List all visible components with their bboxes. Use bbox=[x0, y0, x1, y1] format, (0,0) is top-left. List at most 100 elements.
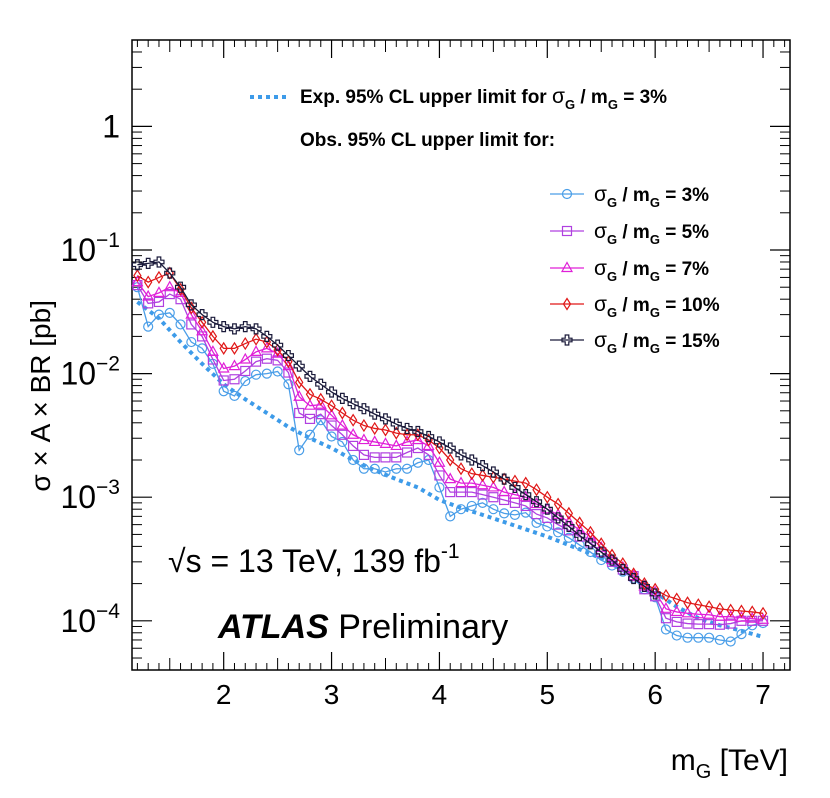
observed-series-point bbox=[391, 463, 402, 474]
observed-series-point bbox=[454, 476, 468, 488]
observed-series-point bbox=[316, 392, 325, 406]
observed-series-point bbox=[240, 375, 251, 387]
experiment-label: ATLAS Preliminary bbox=[217, 608, 508, 646]
observed-series-point bbox=[381, 423, 390, 437]
observed-series-point bbox=[455, 486, 467, 498]
observed-series-point bbox=[401, 435, 414, 447]
observed-series-point bbox=[541, 503, 553, 515]
observed-series-point bbox=[347, 428, 360, 439]
observed-series-point bbox=[477, 489, 488, 500]
observed-series-point bbox=[444, 472, 457, 484]
observed-series-point bbox=[465, 476, 478, 488]
x-tick-label: 6 bbox=[647, 679, 663, 710]
observed-series-point bbox=[757, 615, 769, 626]
observed-series-point bbox=[586, 525, 595, 539]
observed-series-point bbox=[530, 496, 543, 508]
observed-series-point bbox=[379, 437, 392, 448]
observed-series-point bbox=[369, 408, 381, 420]
observed-series-point bbox=[488, 492, 499, 503]
observed-series-point bbox=[455, 504, 467, 515]
legend-entry-marker bbox=[561, 225, 573, 237]
y-tick-label: 10−1 bbox=[60, 229, 120, 268]
legend-entry-label: σG / mG = 10% bbox=[594, 293, 720, 320]
observed-series-point bbox=[606, 554, 618, 566]
x-tick-label: 3 bbox=[324, 679, 340, 710]
observed-series-point bbox=[357, 433, 370, 445]
observed-series-point bbox=[445, 486, 456, 498]
observed-series-point bbox=[660, 613, 672, 624]
observed-series-point bbox=[196, 309, 208, 321]
observed-series-point bbox=[230, 341, 239, 355]
x-tick-label: 2 bbox=[216, 679, 232, 710]
observed-series-point bbox=[596, 554, 607, 566]
observed-series-point bbox=[692, 607, 705, 619]
observed-series-point bbox=[520, 488, 532, 501]
observed-series-point bbox=[629, 567, 638, 581]
observed-series-point bbox=[659, 602, 672, 613]
axis-ticks: 2 3 4 5 6 7 10−4 10−3 10−2 10−1 1 bbox=[60, 39, 790, 710]
legend-entry-marker bbox=[561, 334, 573, 346]
observed-series-point bbox=[390, 418, 402, 430]
observed-series-point bbox=[531, 509, 542, 520]
observed-series-point bbox=[757, 613, 770, 624]
observed-series-point bbox=[229, 390, 240, 402]
observed-series-point bbox=[315, 409, 326, 420]
observed-series-point bbox=[175, 319, 186, 330]
observed-series-point bbox=[584, 538, 597, 550]
observed-series-point bbox=[348, 440, 359, 452]
observed-series-point bbox=[229, 374, 240, 385]
observed-series-point bbox=[251, 332, 261, 346]
observed-series-point bbox=[337, 429, 348, 440]
observed-series-point bbox=[401, 447, 413, 458]
observed-series-point bbox=[217, 361, 230, 373]
legend-entry-label: σG / mG = 3% bbox=[594, 183, 709, 210]
legend-entry-marker bbox=[562, 297, 572, 311]
observed-series-5 bbox=[131, 256, 661, 600]
observed-series-point bbox=[219, 341, 228, 355]
observed-series-point bbox=[250, 356, 262, 367]
observed-series-point bbox=[218, 321, 230, 333]
observed-series-point bbox=[433, 436, 446, 448]
observed-series-point bbox=[218, 375, 229, 386]
observed-series-point bbox=[152, 286, 165, 297]
observed-series-point bbox=[164, 307, 175, 318]
observed-series-point bbox=[466, 486, 477, 498]
observed-series-point bbox=[488, 504, 499, 515]
observed-series-point bbox=[304, 370, 316, 382]
observed-series-point bbox=[758, 606, 768, 620]
observed-series-point bbox=[423, 449, 434, 460]
observed-series-point bbox=[433, 456, 446, 467]
observed-series-3 bbox=[131, 275, 770, 624]
observed-series-point bbox=[303, 398, 317, 410]
observed-series-point bbox=[520, 500, 531, 512]
observed-series-point bbox=[510, 474, 520, 488]
observed-series-point bbox=[542, 512, 553, 524]
observed-series-point bbox=[478, 468, 487, 483]
observed-series-point bbox=[338, 406, 347, 420]
observed-series-point bbox=[390, 439, 403, 451]
observed-series-point bbox=[714, 634, 725, 646]
observed-series-point bbox=[703, 619, 715, 630]
observed-series-point bbox=[326, 420, 337, 431]
observed-series-point bbox=[272, 339, 284, 351]
observed-series-point bbox=[703, 632, 715, 643]
observed-series-point bbox=[294, 445, 305, 456]
y-tick-label: 10−3 bbox=[60, 476, 120, 515]
observed-series-point bbox=[369, 463, 380, 474]
legend-entry-marker bbox=[561, 188, 573, 200]
observed-series-point bbox=[283, 379, 294, 390]
expected-limit-line bbox=[136, 300, 764, 639]
y-axis-label: σ × A × BR [pb] bbox=[25, 300, 56, 492]
observed-series-point bbox=[562, 515, 575, 527]
observed-series-point bbox=[456, 462, 466, 476]
observed-series-point bbox=[476, 460, 489, 472]
observed-series-point bbox=[434, 470, 445, 481]
observed-series-point bbox=[327, 399, 336, 413]
observed-series-point bbox=[671, 616, 682, 627]
observed-series-point bbox=[411, 433, 424, 445]
observed-series-point bbox=[597, 537, 606, 551]
observed-series-point bbox=[467, 467, 476, 481]
observed-series-point bbox=[347, 398, 359, 410]
observed-series-point bbox=[724, 609, 737, 621]
observed-series-point bbox=[445, 511, 456, 522]
